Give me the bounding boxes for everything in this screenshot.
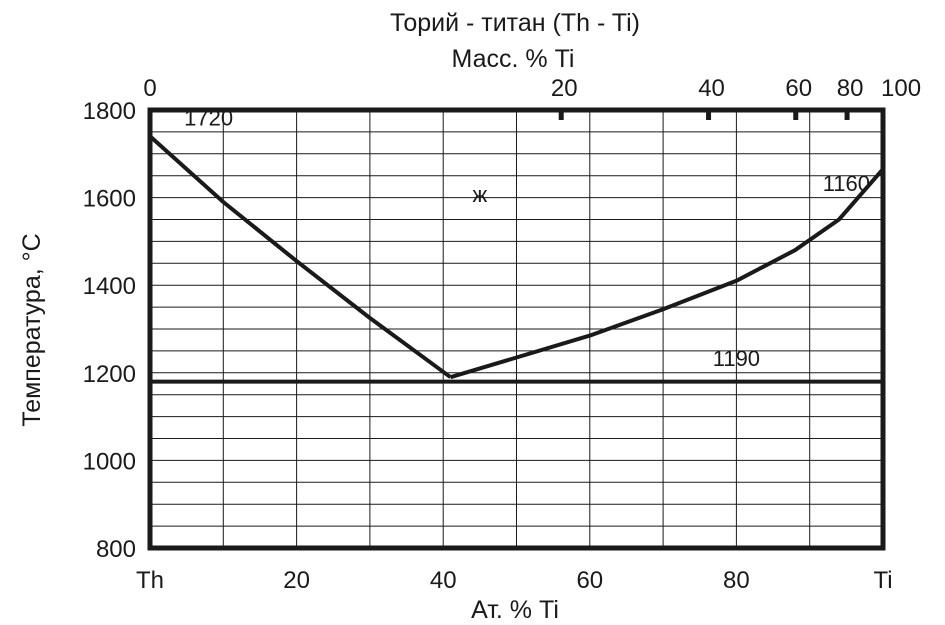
annotation-label: 1190: [713, 346, 760, 371]
x-tick-label: Th: [136, 567, 164, 594]
top-tick-label: 100: [881, 75, 921, 102]
y-tick-label: 1600: [83, 186, 136, 213]
curves: [148, 134, 885, 384]
y-tick-label: 1200: [83, 361, 136, 388]
y-tick-label: 1000: [83, 448, 136, 475]
y-axis-label: Температура, °С: [18, 233, 46, 426]
gridlines: [150, 110, 883, 548]
annotations: 1720 1160 ж 1190: [184, 105, 870, 371]
chart-title: Торий - титан (Th - Ti): [390, 9, 640, 37]
plot-frame: [147, 107, 886, 551]
x-tick-label: 40: [430, 567, 457, 594]
tick-labels: Th 20 40 60 80 Ti 800 1000 1200 1400 1600 1800 0 20 40…: [83, 75, 921, 594]
annotation-label: 1160: [823, 171, 870, 196]
x-tick-label: 60: [576, 567, 603, 594]
x-tick-label: 80: [723, 567, 750, 594]
x-tick-label: 20: [283, 567, 310, 594]
x-tick-label: Ti: [873, 567, 892, 594]
top-tick-label: 20: [551, 75, 578, 102]
annotation-label: 1720: [184, 105, 233, 130]
top-tick-label: 40: [698, 75, 725, 102]
top-tick-marks: [558, 110, 850, 120]
annotation-label: ж: [472, 182, 487, 207]
curve-1: [148, 134, 452, 379]
top-tick-label: 0: [143, 75, 156, 102]
y-tick-label: 800: [96, 536, 136, 563]
x-axis-label: Ат. % Ti: [471, 596, 559, 624]
y-tick-label: 1400: [83, 273, 136, 300]
curve-2: [449, 167, 885, 380]
y-tick-label: 1800: [83, 98, 136, 125]
top-tick-label: 80: [837, 75, 864, 102]
top-tick-label: 60: [785, 75, 812, 102]
top-axis-label: Масс. % Ti: [452, 45, 575, 73]
